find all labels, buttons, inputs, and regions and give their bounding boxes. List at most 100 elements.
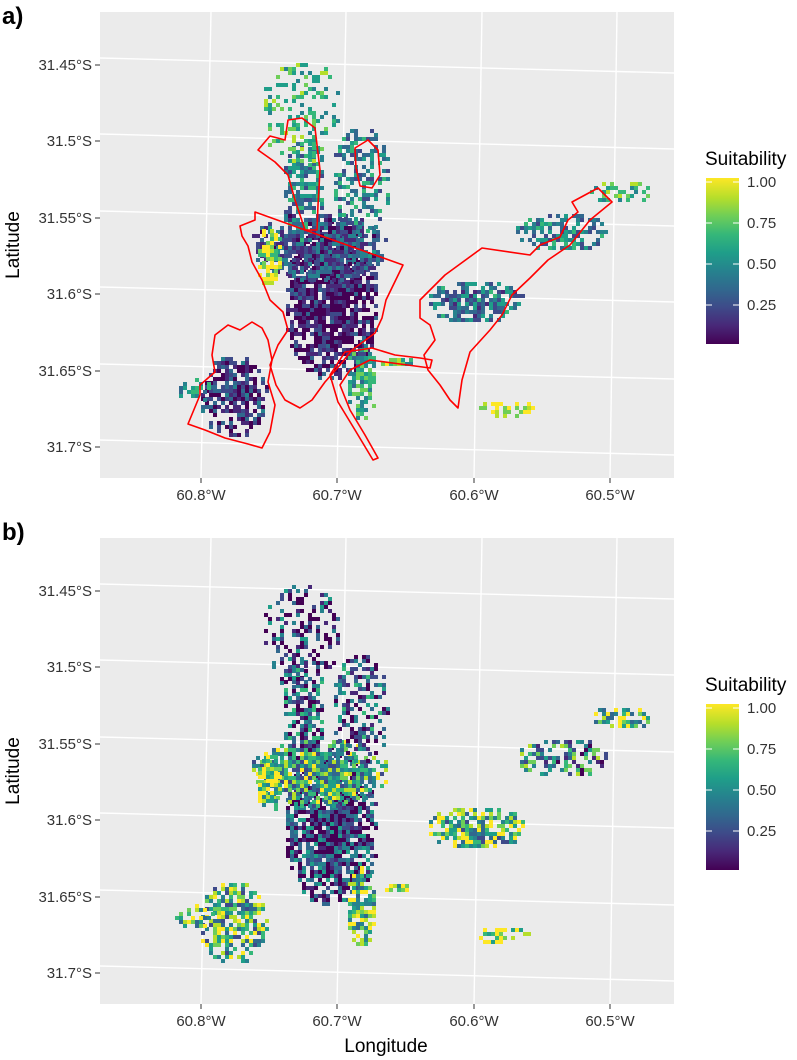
raster-cell (312, 768, 316, 772)
raster-cell (362, 328, 366, 332)
raster-cell (272, 661, 276, 665)
raster-cell (195, 908, 199, 912)
raster-cell (346, 280, 350, 284)
raster-cell (374, 284, 378, 288)
raster-cell (362, 181, 366, 185)
raster-cell (560, 744, 564, 748)
raster-cell (368, 788, 372, 792)
raster-cell (308, 621, 312, 625)
raster-cell (304, 776, 308, 780)
raster-cell (354, 731, 358, 735)
raster-cell (304, 166, 308, 170)
raster-cell (306, 826, 310, 830)
raster-cell (286, 850, 290, 854)
raster-cell (378, 711, 382, 715)
raster-cell (284, 752, 288, 756)
raster-cell (318, 842, 322, 846)
raster-cell (302, 356, 306, 360)
raster-cell (217, 899, 221, 903)
raster-cell (372, 356, 376, 360)
raster-cell (286, 854, 290, 858)
raster-cell (300, 621, 304, 625)
raster-cell (296, 776, 300, 780)
raster-cell (288, 262, 292, 266)
raster-cell (445, 832, 449, 836)
raster-cell (334, 878, 338, 882)
raster-cell (370, 707, 374, 711)
raster-cell (324, 250, 328, 254)
raster-cell (481, 832, 485, 836)
raster-cell (292, 170, 296, 174)
raster-cell (358, 284, 362, 288)
raster-cell (316, 736, 320, 740)
raster-cell (294, 842, 298, 846)
raster-cell (310, 348, 314, 352)
raster-cell (213, 935, 217, 939)
raster-cell (374, 137, 378, 141)
raster-cell (245, 401, 249, 405)
raster-cell (296, 696, 300, 700)
raster-cell (528, 744, 532, 748)
raster-cell (346, 328, 350, 332)
raster-cell (280, 633, 284, 637)
raster-cell (342, 707, 346, 711)
raster-cell (213, 891, 217, 895)
raster-cell (245, 911, 249, 915)
raster-cell (354, 655, 358, 659)
raster-cell (370, 822, 374, 826)
raster-cell (252, 760, 256, 764)
raster-cell (354, 826, 358, 830)
raster-cell (298, 850, 302, 854)
raster-cell (461, 840, 465, 844)
raster-cell (292, 182, 296, 186)
raster-cell (280, 597, 284, 601)
raster-cell (284, 589, 288, 593)
raster-cell (292, 744, 296, 748)
raster-cell (453, 828, 457, 832)
raster-cell (292, 166, 296, 170)
raster-cell (449, 306, 453, 310)
raster-cell (342, 898, 346, 902)
raster-cell (292, 150, 296, 154)
raster-cell (368, 266, 372, 270)
raster-cell (318, 862, 322, 866)
raster-cell (318, 830, 322, 834)
raster-cell (350, 715, 354, 719)
raster-cell (308, 760, 312, 764)
raster-cell (334, 153, 338, 157)
raster-cell (270, 791, 274, 795)
raster-cell (489, 290, 493, 294)
raster-cell (237, 365, 241, 369)
raster-cell (366, 715, 370, 719)
raster-cell (340, 266, 344, 270)
raster-cell (316, 242, 320, 246)
raster-cell (213, 409, 217, 413)
raster-cell (362, 747, 366, 751)
raster-cell (322, 360, 326, 364)
raster-cell (298, 304, 302, 308)
raster-cell (532, 226, 536, 230)
raster-cell (374, 739, 378, 743)
raster-cell (314, 838, 318, 842)
raster-cell (334, 834, 338, 838)
raster-cell (350, 727, 354, 731)
raster-cell (249, 939, 253, 943)
raster-cell (245, 389, 249, 393)
raster-cell (320, 170, 324, 174)
raster-cell (544, 238, 548, 242)
raster-cell (292, 83, 296, 87)
raster-cell (602, 182, 606, 186)
raster-cell (292, 198, 296, 202)
raster-cell (229, 373, 233, 377)
raster-cell (237, 389, 241, 393)
raster-cell (515, 402, 519, 406)
raster-cell (320, 95, 324, 99)
raster-cell (374, 304, 378, 308)
raster-cell (217, 919, 221, 923)
raster-cell (304, 218, 308, 222)
raster-cell (382, 707, 386, 711)
raster-cell (602, 712, 606, 716)
raster-cell (372, 890, 376, 894)
raster-cell (310, 838, 314, 842)
raster-cell (515, 928, 519, 932)
